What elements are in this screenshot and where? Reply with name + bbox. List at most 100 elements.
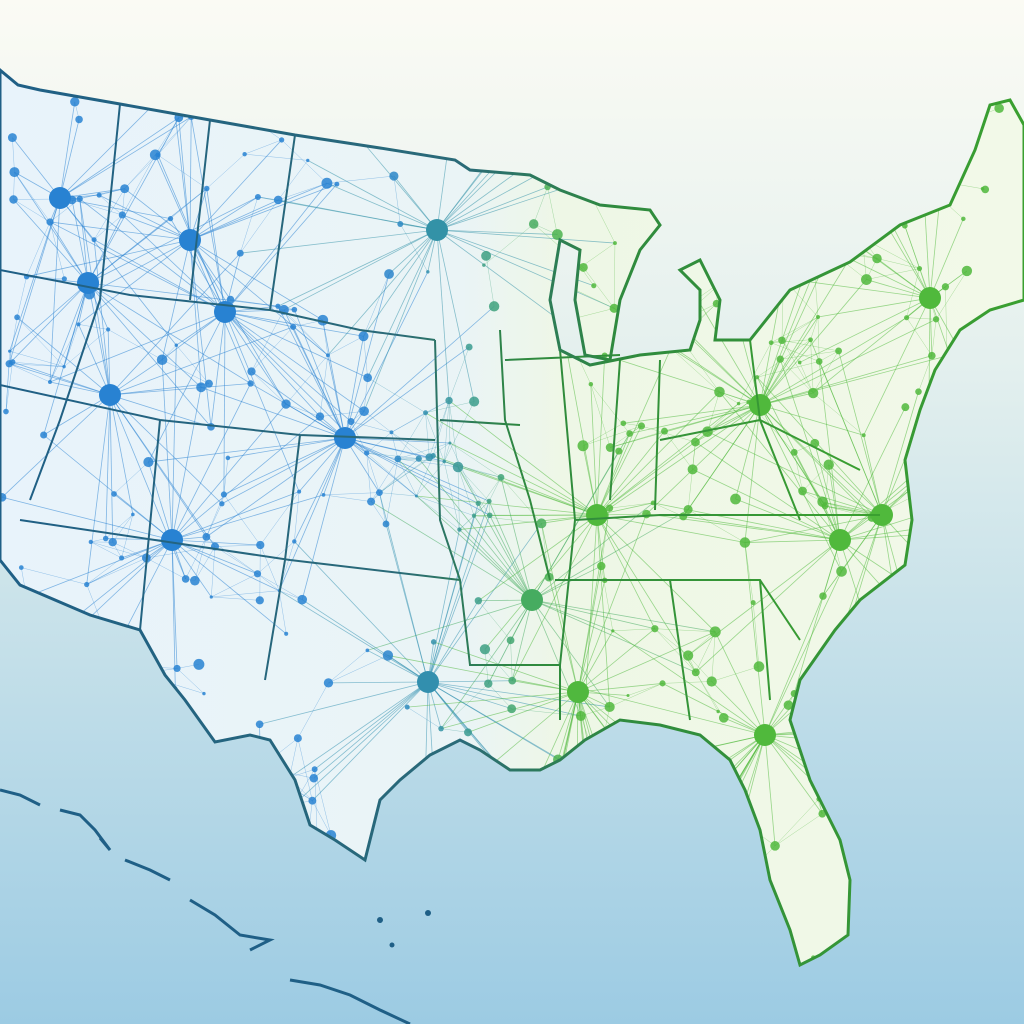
network-link xyxy=(289,681,429,778)
network-link xyxy=(281,139,328,184)
network-link xyxy=(759,404,875,516)
network-node xyxy=(768,340,774,346)
network-link xyxy=(148,437,346,463)
network-link xyxy=(49,221,65,279)
network-link xyxy=(326,182,438,231)
network-link xyxy=(43,394,111,436)
network-link xyxy=(278,590,287,634)
network-link xyxy=(214,544,261,547)
network-link xyxy=(363,411,392,433)
network-link xyxy=(16,317,65,367)
network-link xyxy=(443,442,451,462)
network-link xyxy=(429,400,450,458)
network-link xyxy=(260,544,280,591)
network-link xyxy=(13,199,89,284)
network-link xyxy=(240,229,438,254)
network-link xyxy=(90,541,122,559)
network-link xyxy=(711,631,716,682)
network-link xyxy=(752,602,760,667)
network-link xyxy=(71,199,123,216)
network-link xyxy=(344,437,490,516)
network-node xyxy=(273,195,283,205)
network-node xyxy=(497,473,505,481)
network-node xyxy=(807,387,819,399)
network-node xyxy=(606,504,614,512)
network-node xyxy=(226,295,235,304)
network-link xyxy=(771,339,811,343)
network-node xyxy=(642,509,651,519)
network-link xyxy=(432,400,450,456)
network-link xyxy=(781,316,819,341)
network-link xyxy=(397,442,450,460)
network-link xyxy=(312,681,429,801)
network-link xyxy=(12,361,111,396)
network-node xyxy=(716,709,720,714)
network-node xyxy=(821,502,829,510)
network-link xyxy=(26,221,51,277)
network-link xyxy=(764,734,823,814)
network-node xyxy=(815,358,823,365)
network-link xyxy=(146,557,186,580)
network-hub xyxy=(99,384,121,406)
network-link xyxy=(781,340,839,352)
network-link xyxy=(759,339,811,406)
network-link xyxy=(695,539,841,673)
network-link xyxy=(13,199,51,223)
network-link xyxy=(906,317,933,356)
network-link xyxy=(695,672,719,712)
network-node xyxy=(661,427,668,435)
network-node xyxy=(84,581,90,588)
network-link xyxy=(822,501,874,516)
island xyxy=(425,910,431,916)
network-link xyxy=(906,317,937,320)
network-node xyxy=(613,241,617,245)
network-link xyxy=(224,311,300,492)
network-link xyxy=(427,681,512,710)
network-node xyxy=(365,648,370,653)
network-link xyxy=(211,573,258,598)
network-link xyxy=(211,546,216,597)
network-node xyxy=(597,561,606,571)
network-link xyxy=(277,229,438,307)
network-link xyxy=(627,683,663,696)
network-link xyxy=(596,514,716,633)
network-link xyxy=(78,324,109,330)
network-link xyxy=(328,655,389,684)
network-node xyxy=(47,380,52,385)
network-node xyxy=(683,505,693,515)
network-link xyxy=(577,513,647,693)
network-link xyxy=(327,336,364,356)
network-link xyxy=(301,437,346,600)
network-link xyxy=(189,116,192,241)
network-link xyxy=(407,691,579,708)
network-link xyxy=(696,298,761,406)
network-link xyxy=(93,239,226,313)
network-link xyxy=(609,404,761,509)
network-link xyxy=(459,529,533,601)
network-link xyxy=(687,442,696,510)
network-link xyxy=(484,514,598,650)
network-link xyxy=(312,800,332,836)
network-link xyxy=(319,355,329,417)
network-link xyxy=(585,689,766,736)
network-link xyxy=(223,437,346,495)
network-node xyxy=(297,489,302,494)
network-node xyxy=(861,433,866,438)
network-link xyxy=(257,573,280,591)
network-link xyxy=(881,391,919,516)
network-link xyxy=(109,394,114,543)
network-node xyxy=(91,237,97,243)
island xyxy=(0,788,41,807)
network-node xyxy=(376,489,383,497)
network-link xyxy=(79,188,125,200)
network-link xyxy=(87,196,259,284)
state-borders xyxy=(0,68,1024,967)
network-link xyxy=(350,421,392,433)
network-node xyxy=(798,486,807,496)
network-link xyxy=(577,682,663,693)
network-node xyxy=(297,594,308,605)
network-link xyxy=(86,557,122,585)
network-node xyxy=(659,680,666,687)
network-link xyxy=(531,502,654,601)
network-link xyxy=(12,137,61,199)
